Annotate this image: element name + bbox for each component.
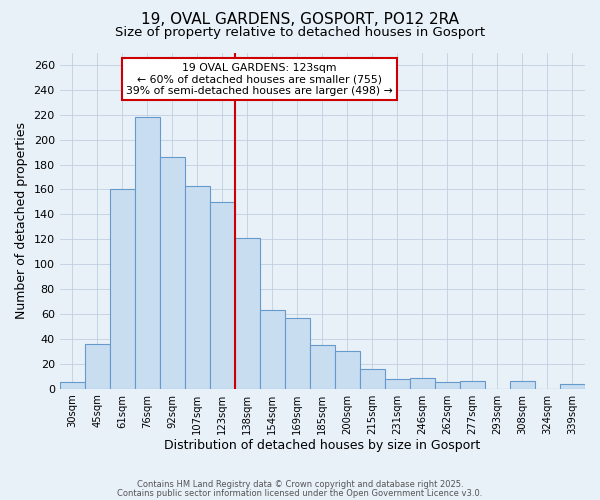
Text: Size of property relative to detached houses in Gosport: Size of property relative to detached ho…	[115, 26, 485, 39]
Bar	[59, 382, 85, 388]
Bar	[285, 318, 310, 388]
Bar	[460, 381, 485, 388]
Bar	[110, 190, 135, 388]
Bar	[135, 118, 160, 388]
Bar	[560, 384, 585, 388]
Y-axis label: Number of detached properties: Number of detached properties	[15, 122, 28, 319]
Text: 19 OVAL GARDENS: 123sqm
← 60% of detached houses are smaller (755)
39% of semi-d: 19 OVAL GARDENS: 123sqm ← 60% of detache…	[126, 62, 392, 96]
Text: Contains HM Land Registry data © Crown copyright and database right 2025.: Contains HM Land Registry data © Crown c…	[137, 480, 463, 489]
Bar	[435, 382, 460, 388]
Bar	[310, 345, 335, 389]
Bar	[185, 186, 210, 388]
Bar	[510, 381, 535, 388]
Bar	[410, 378, 435, 388]
X-axis label: Distribution of detached houses by size in Gosport: Distribution of detached houses by size …	[164, 440, 481, 452]
Bar	[360, 369, 385, 388]
Text: 19, OVAL GARDENS, GOSPORT, PO12 2RA: 19, OVAL GARDENS, GOSPORT, PO12 2RA	[141, 12, 459, 28]
Text: Contains public sector information licensed under the Open Government Licence v3: Contains public sector information licen…	[118, 488, 482, 498]
Bar	[210, 202, 235, 388]
Bar	[160, 157, 185, 388]
Bar	[385, 378, 410, 388]
Bar	[260, 310, 285, 388]
Bar	[85, 344, 110, 389]
Bar	[235, 238, 260, 388]
Bar	[335, 352, 360, 389]
